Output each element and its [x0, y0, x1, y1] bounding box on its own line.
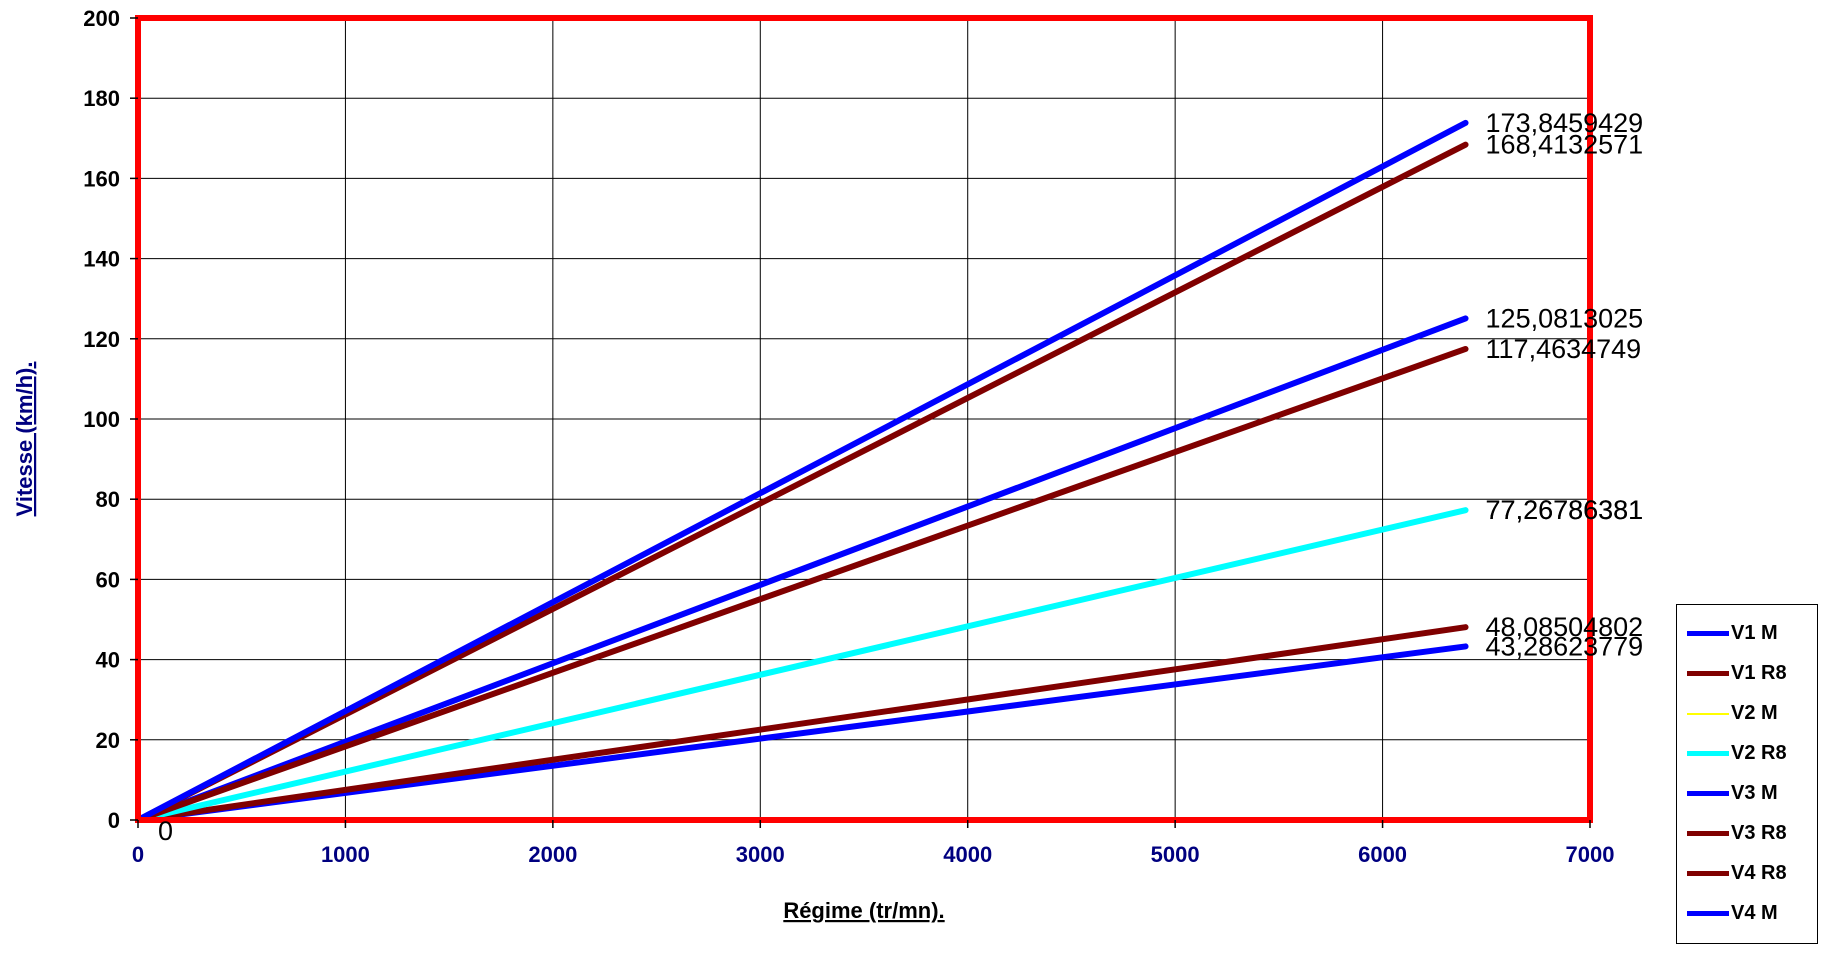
y-tick-label: 200 [83, 6, 120, 31]
y-axis-ticks: 0 20 40 60 80 100 120 140 160 180 200 [83, 6, 138, 833]
data-label: 173,8459429 [1486, 108, 1644, 138]
legend-item: V1 M [1677, 619, 1819, 649]
legend-item: V3 M [1677, 779, 1819, 809]
x-tick-label: 4000 [943, 842, 992, 867]
x-axis-ticks: 0 1000 2000 3000 4000 5000 6000 7000 [132, 820, 1615, 867]
y-tick-label: 180 [83, 86, 120, 111]
legend-label: V1 M [1731, 622, 1778, 644]
x-tick-label: 6000 [1358, 842, 1407, 867]
legend-label: V2 M [1731, 702, 1778, 724]
data-label: 48,08504802 [1486, 612, 1644, 642]
legend-item: V4 M [1677, 899, 1819, 929]
legend-label: V2 R8 [1731, 742, 1787, 764]
legend-item: V3 R8 [1677, 819, 1819, 849]
legend-swatch [1687, 751, 1729, 756]
data-label: 43,28623779 [1486, 631, 1644, 661]
origin-data-label: 0 [158, 816, 173, 846]
legend-label: V4 R8 [1731, 862, 1787, 884]
legend-swatch [1687, 713, 1729, 715]
legend-label: V1 R8 [1731, 662, 1787, 684]
data-label: 117,4634749 [1486, 334, 1642, 364]
series-line-v4-m [135, 119, 1469, 823]
y-tick-label: 60 [96, 567, 120, 592]
x-tick-label: 1000 [321, 842, 370, 867]
y-tick-label: 80 [96, 487, 120, 512]
data-label: 77,26786381 [1486, 495, 1644, 525]
y-tick-label: 0 [108, 808, 120, 833]
legend-label: V3 M [1731, 782, 1778, 804]
series-line-v4-r8 [135, 141, 1469, 823]
legend-item: V2 R8 [1677, 739, 1819, 769]
chart-legend: V1 M V1 R8 V2 M V2 R8 V3 M V3 R8 V4 R8 V4 M [1676, 604, 1818, 944]
legend-swatch [1687, 671, 1729, 676]
legend-swatch [1687, 791, 1729, 796]
x-axis-title: Régime (tr/mn). [783, 898, 944, 923]
y-tick-label: 120 [83, 327, 120, 352]
legend-label: V4 M [1731, 902, 1778, 924]
series-lines [135, 119, 1469, 823]
y-tick-label: 160 [83, 166, 120, 191]
y-axis-title: Vitesse (km/h). [12, 362, 37, 517]
x-tick-label: 2000 [528, 842, 577, 867]
gridlines [137, 17, 1591, 821]
series-line-v1-m [135, 643, 1469, 823]
legend-swatch [1687, 831, 1729, 836]
y-tick-label: 140 [83, 247, 120, 272]
series-line-v1-r8 [135, 624, 1469, 823]
series-line-v3-r8 [135, 345, 1469, 823]
x-tick-label: 5000 [1151, 842, 1200, 867]
y-tick-label: 40 [96, 648, 120, 673]
data-labels: 43,2862377948,0850480277,2678638177,2678… [1486, 108, 1644, 662]
x-tick-label: 7000 [1566, 842, 1615, 867]
y-tick-label: 100 [83, 407, 120, 432]
x-tick-label: 0 [132, 842, 144, 867]
y-tick-label: 20 [96, 728, 120, 753]
series-line-v3-m [135, 315, 1469, 823]
legend-item: V1 R8 [1677, 659, 1819, 689]
series-line-v2-r8 [135, 507, 1469, 823]
data-label: 125,0813025 [1486, 303, 1644, 333]
data-label: 168,4132571 [1486, 130, 1644, 160]
x-tick-label: 3000 [736, 842, 785, 867]
legend-swatch [1687, 631, 1729, 636]
data-label: 77,26786381 [1486, 495, 1644, 525]
legend-item: V4 R8 [1677, 859, 1819, 889]
legend-label: V3 R8 [1731, 822, 1787, 844]
legend-item: V2 M [1677, 699, 1819, 729]
legend-swatch [1687, 871, 1729, 876]
legend-swatch [1687, 911, 1729, 916]
